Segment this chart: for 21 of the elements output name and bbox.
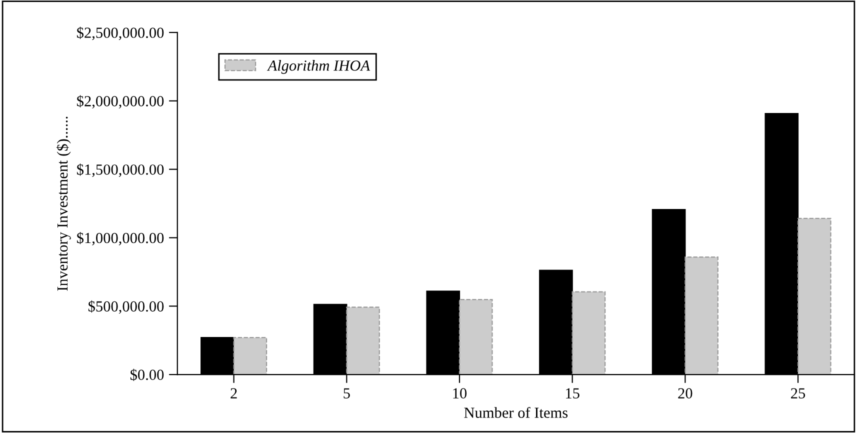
y-tick-label: $1,000,000.00 — [77, 232, 164, 246]
y-tick-label: $500,000.00 — [88, 300, 164, 314]
x-tick-label: 2 — [230, 388, 237, 398]
legend-label: Algorithm IHOA — [266, 60, 370, 74]
bar — [233, 337, 268, 375]
x-tick-label: 10 — [453, 388, 467, 398]
x-tick-label: 15 — [566, 388, 580, 398]
x-tick-label: 20 — [678, 388, 692, 398]
y-tick-label: $0.00 — [130, 368, 164, 382]
bar — [572, 291, 606, 375]
x-tick-label: 5 — [344, 388, 350, 398]
x-tick-label: 25 — [791, 388, 806, 398]
bar — [458, 299, 493, 375]
y-tick-label: $1,500,000.00 — [77, 164, 164, 177]
y-axis-title: Inventory Investment ($)...... — [56, 116, 71, 291]
y-tick-label: $2,500,000.00 — [77, 26, 164, 40]
bar — [797, 218, 832, 375]
bar — [346, 306, 380, 375]
bar — [684, 256, 718, 375]
x-axis-title: Number of Items — [464, 406, 568, 418]
y-tick-label: $2,000,000.00 — [77, 95, 164, 109]
